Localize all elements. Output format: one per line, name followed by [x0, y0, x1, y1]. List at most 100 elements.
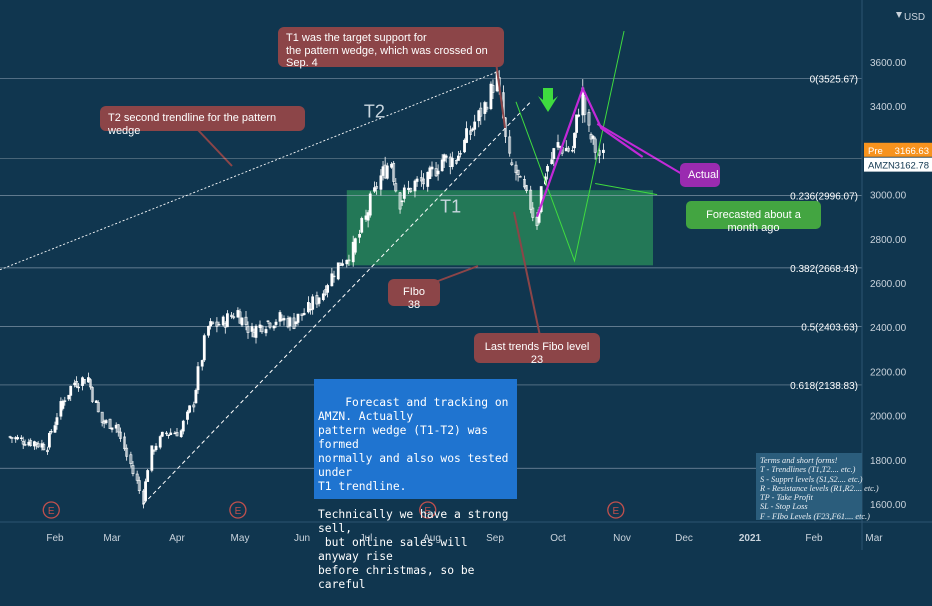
x-tick-label: Feb [805, 533, 823, 544]
candle-body [211, 321, 215, 325]
fib-label-1: 0.236(2996.07) [790, 191, 858, 202]
t2-note-pointer [197, 129, 233, 167]
candle-body [341, 263, 344, 266]
candle-body [230, 314, 234, 318]
candle-body [529, 189, 533, 210]
candle-body [75, 381, 79, 387]
y-tick-label: 1600.00 [870, 500, 907, 511]
earnings-icon [419, 501, 437, 519]
legend-line-7: F - FIbo Levels (F23,F61.... etc.) [760, 511, 870, 521]
candle-body [53, 425, 57, 433]
fib-label-2: 0.382(2668.43) [790, 264, 858, 275]
candle-body [246, 326, 250, 333]
candle-body [154, 445, 158, 451]
legend-box: Terms and short forms! T - Trendlines (T… [756, 453, 879, 521]
legend-line-6: SL - Stop Loss [760, 502, 808, 512]
candle-body [525, 185, 528, 192]
t1-note-line-2: the pattern wedge, which was crossed on … [286, 44, 488, 70]
candle-body [118, 431, 122, 439]
price-tag-value: 3166.63 [895, 146, 929, 157]
candle-body [165, 432, 168, 435]
candle-body [250, 326, 254, 332]
candle-body [306, 302, 310, 313]
x-tick-label: Oct [550, 533, 566, 544]
candle-body [489, 83, 493, 109]
candle-body [260, 325, 264, 333]
candle-body [69, 385, 73, 396]
candle-body [55, 417, 59, 425]
candle-body [426, 171, 430, 187]
y-tick-label: 2600.00 [870, 279, 907, 290]
candle-body [125, 447, 129, 457]
candle-body [485, 106, 489, 110]
earnings-marker: E [419, 501, 437, 519]
candle-body [23, 444, 27, 446]
candle-body [158, 436, 162, 448]
candle-body [175, 432, 179, 437]
candle-body [129, 454, 133, 465]
candle-body [179, 430, 183, 438]
candle-body [317, 297, 321, 304]
candle-body [459, 153, 462, 155]
earnings-icon [229, 501, 247, 519]
earnings-marker: E [229, 501, 247, 519]
candle-body [254, 325, 258, 338]
candle-body [196, 366, 200, 391]
price-tag-bg [864, 142, 932, 157]
candle-body [311, 296, 315, 310]
candle-body [27, 441, 31, 446]
amzn-chart[interactable]: 0(3525.67) 0.236(2996.07) 0.382(2668.43) 0.… [0, 0, 932, 591]
x-tick-label: Apr [169, 533, 185, 544]
candle-body [326, 285, 330, 293]
forecast-note: Forecasted about a month ago [686, 201, 821, 234]
candle-body [440, 159, 444, 172]
price-tag-amzn: AMZN 3162.78 [864, 157, 932, 172]
currency-label: USD [904, 12, 925, 23]
candle-body [278, 312, 282, 322]
candle-body [288, 317, 292, 327]
x-tick-label: May [231, 533, 250, 544]
earnings-icon [607, 501, 625, 519]
candle-body [49, 431, 53, 433]
x-tick-label: Dec [675, 533, 693, 544]
t2-note-text: T2 second trendline for the pattern wedg… [108, 112, 277, 137]
fibo38-note-text: FIbo 38 [402, 286, 425, 311]
actual-note-text: Actual [688, 169, 719, 181]
candle-body [531, 207, 535, 218]
candle-body [152, 450, 156, 452]
forecast-text: Forecast and tracking on AMZN. Actually … [318, 396, 509, 591]
candle-body [192, 404, 196, 408]
candle-body [96, 402, 100, 413]
candle-body [226, 313, 229, 328]
fib-label-3: 0.5(2403.63) [801, 322, 858, 333]
candle-body [336, 262, 340, 280]
trendline-t2 [0, 71, 498, 271]
candle-body [358, 233, 362, 238]
x-tick-label: Mar [865, 533, 883, 544]
candle-body [181, 420, 185, 432]
fibo23-note-text: Last trends Fibo level 23 [484, 341, 590, 366]
candle-body [108, 418, 112, 429]
candle-body [473, 121, 477, 130]
candle-body [394, 183, 398, 192]
candle-body [402, 187, 406, 199]
candle-body [413, 180, 417, 192]
candle-body [587, 112, 591, 126]
trendline-label-t2: T2 [364, 101, 385, 121]
y-tick-label: 2800.00 [870, 235, 907, 246]
candle-body [373, 187, 376, 192]
candle-body [100, 411, 104, 423]
x-tick-label: Aug [423, 533, 441, 544]
actual-pointer [596, 123, 683, 175]
chart-canvas[interactable]: 0(3525.67) 0.236(2996.07) 0.382(2668.43) 0.… [0, 0, 932, 550]
candle-body [454, 159, 458, 164]
candle-body [88, 379, 92, 388]
candle-body [522, 179, 526, 188]
candle-body [167, 434, 171, 436]
candle-body [137, 480, 141, 492]
candles [8, 65, 605, 509]
y-tick-label: 3000.00 [870, 191, 907, 202]
earnings-label: E [48, 506, 55, 517]
price-tag-label: Pre [868, 146, 883, 157]
t1-note-pointer [495, 61, 506, 129]
